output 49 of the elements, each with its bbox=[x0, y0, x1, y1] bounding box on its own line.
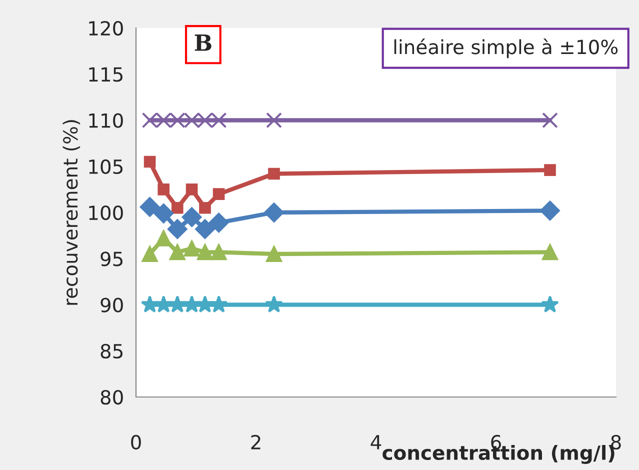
point bbox=[158, 184, 170, 196]
point bbox=[140, 197, 160, 217]
point bbox=[154, 204, 174, 224]
y-tick-label: 120 bbox=[89, 20, 123, 36]
x-tick-label: 2 bbox=[251, 434, 260, 450]
point bbox=[197, 244, 213, 260]
point bbox=[212, 188, 225, 200]
point bbox=[156, 230, 172, 246]
point bbox=[542, 244, 558, 260]
point bbox=[542, 112, 558, 128]
point bbox=[182, 295, 201, 313]
point bbox=[144, 156, 156, 168]
point bbox=[182, 207, 202, 227]
point bbox=[142, 246, 158, 262]
point bbox=[265, 295, 283, 313]
y-tick-label: 95 bbox=[100, 252, 122, 266]
point bbox=[544, 164, 556, 176]
y-tick-label: 115 bbox=[89, 67, 122, 82]
point bbox=[168, 295, 186, 313]
point bbox=[171, 202, 184, 214]
point bbox=[540, 200, 560, 221]
y-tick-label: 90 bbox=[100, 298, 123, 312]
y-tick-label: 105 bbox=[89, 159, 122, 174]
point bbox=[210, 295, 228, 313]
y-tick-label: 80 bbox=[100, 390, 123, 405]
point bbox=[186, 184, 198, 196]
point bbox=[169, 244, 186, 260]
point bbox=[541, 295, 559, 313]
point bbox=[140, 295, 159, 313]
point bbox=[168, 219, 188, 239]
point bbox=[208, 212, 229, 233]
point bbox=[195, 219, 215, 239]
point bbox=[264, 202, 284, 222]
x-tick-label: 4 bbox=[370, 435, 382, 450]
annotation: linéaire simple à ±10% bbox=[394, 38, 618, 58]
point bbox=[196, 295, 214, 313]
x-tick-label: 0 bbox=[131, 434, 141, 450]
point bbox=[184, 240, 200, 256]
y-tick-label: 110 bbox=[89, 113, 123, 128]
y-tick-label: 100 bbox=[89, 205, 123, 220]
point bbox=[154, 295, 173, 313]
point bbox=[266, 246, 282, 262]
y-tick-label: 85 bbox=[100, 344, 122, 359]
y-axis-title: recouverement (%) bbox=[62, 120, 80, 305]
annotation: B bbox=[194, 34, 212, 51]
point bbox=[199, 202, 211, 214]
point bbox=[268, 168, 280, 180]
point bbox=[266, 112, 282, 128]
point bbox=[210, 244, 227, 260]
